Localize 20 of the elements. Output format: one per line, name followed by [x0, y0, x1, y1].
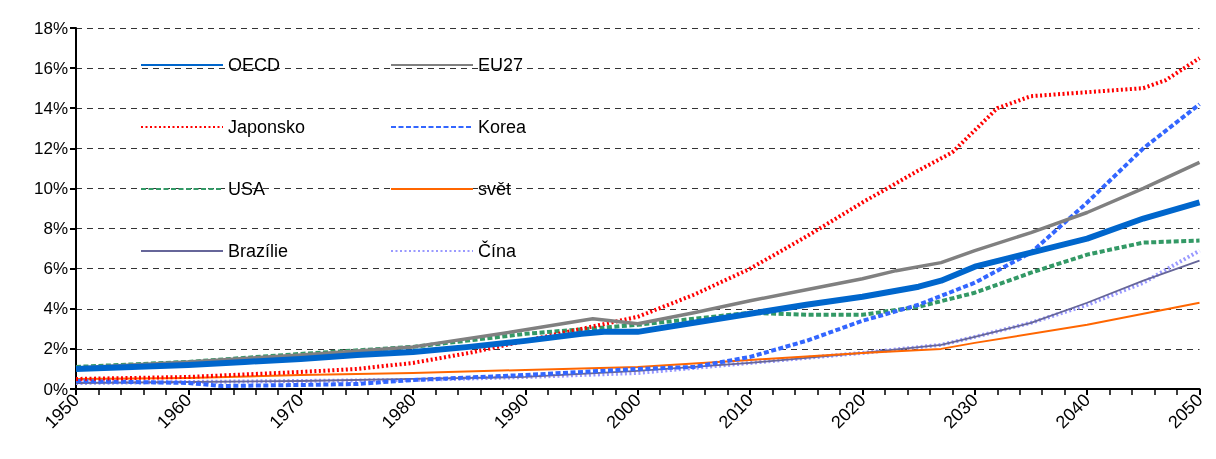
y-tick-label: 12%	[33, 138, 68, 158]
legend-label: Čína	[478, 240, 518, 261]
legend-label: Japonsko	[228, 117, 306, 137]
y-tick-label: 8%	[43, 219, 68, 239]
y-tick-label: 4%	[43, 299, 68, 319]
legend-label: svět	[478, 179, 512, 199]
line-series	[75, 301, 1201, 380]
legend-label: Korea	[478, 117, 528, 137]
y-tick-label: 18%	[33, 18, 68, 38]
y-tick-label: 6%	[43, 259, 68, 279]
y-tick-label: 2%	[43, 339, 68, 359]
legend-label: EU27	[478, 55, 524, 75]
legend-label: OECD	[228, 55, 281, 75]
line-series	[74, 238, 1202, 369]
line-series	[74, 56, 1202, 381]
y-tick-label: 16%	[33, 58, 68, 78]
legend-label: Brazílie	[228, 241, 289, 261]
legend-label: USA	[228, 179, 266, 199]
y-tick-label: 10%	[33, 178, 68, 198]
y-tick-label: 14%	[33, 98, 68, 118]
